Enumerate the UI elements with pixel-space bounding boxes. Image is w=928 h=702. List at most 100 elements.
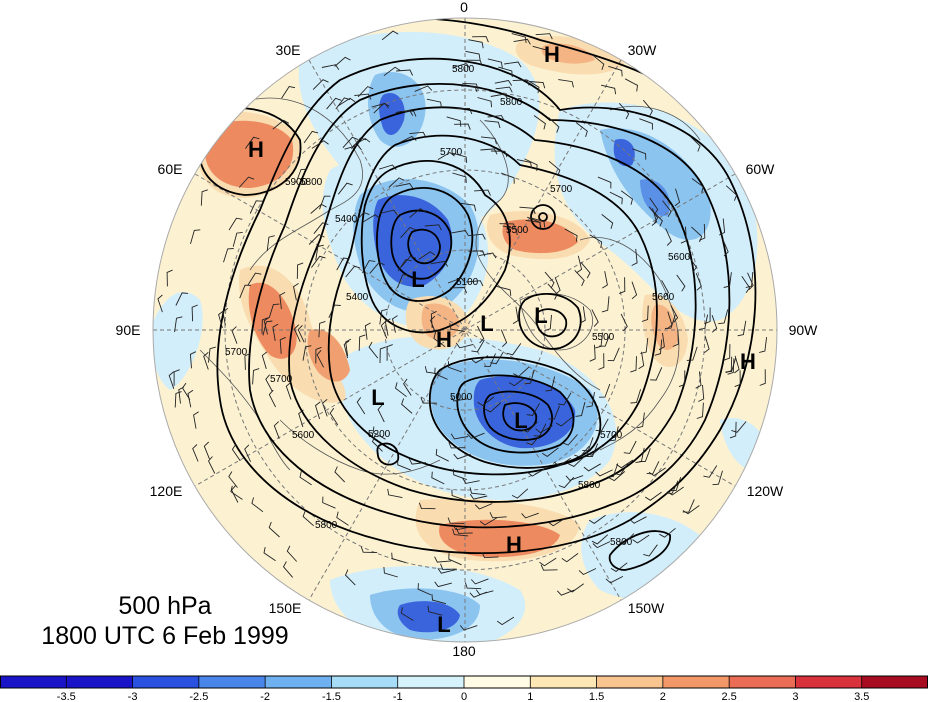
wind-barb <box>380 320 388 339</box>
wind-barb <box>533 115 546 130</box>
wind-barb <box>450 433 469 440</box>
wind-barb <box>173 369 180 386</box>
longitude-labels: 0 30E 30W 60E 60W 90E 90W 120E 120W 150E… <box>116 0 819 659</box>
wind-barb <box>513 38 531 45</box>
wind-barb <box>448 553 462 566</box>
wind-barb <box>665 228 672 246</box>
wind-barb <box>467 432 485 439</box>
wind-barb <box>266 235 275 252</box>
wind-barb <box>635 447 645 464</box>
wind-barb <box>245 136 260 149</box>
wind-barb <box>521 512 539 519</box>
wind-barb <box>446 116 462 127</box>
wind-barb <box>629 516 647 524</box>
wind-barb <box>689 135 701 152</box>
pressure-centers: H H H H H L L L L L L <box>248 42 756 637</box>
wind-barb <box>381 30 399 41</box>
wind-barb <box>533 423 547 437</box>
wind-barb <box>609 191 623 205</box>
wind-barb <box>265 374 273 392</box>
high-center-marker: H <box>506 532 522 557</box>
wind-barb <box>190 229 201 245</box>
wind-barb <box>487 58 503 69</box>
wind-barb <box>758 337 768 353</box>
wind-barb <box>231 326 238 344</box>
wind-barb <box>336 511 349 526</box>
wind-barb <box>489 512 507 519</box>
wind-barb <box>548 517 566 527</box>
high-center-marker: H <box>544 42 560 67</box>
wind-barb <box>468 39 484 49</box>
wind-barb <box>638 351 645 370</box>
wind-barb <box>532 45 548 57</box>
wind-barb <box>712 470 723 486</box>
wind-barb <box>469 493 488 500</box>
wind-barb <box>500 329 508 348</box>
wind-barb <box>314 401 321 420</box>
wind-barb <box>506 343 522 356</box>
wind-barb <box>454 123 471 130</box>
wind-barb <box>448 442 466 449</box>
wind-barb <box>616 459 634 469</box>
wind-barb <box>440 563 457 570</box>
wind-barb <box>203 352 209 370</box>
wind-barb <box>592 541 611 549</box>
wind-barb <box>558 392 572 406</box>
wind-barb <box>650 367 663 381</box>
wind-barb <box>342 136 359 149</box>
colorbar-swatch <box>265 676 332 688</box>
wind-barb <box>207 456 216 474</box>
wind-barb <box>318 320 326 338</box>
contour-label: 5500 <box>592 332 615 343</box>
wind-barb <box>479 517 498 526</box>
wind-barb <box>223 248 234 263</box>
contour-label: 5600 <box>652 292 675 303</box>
wind-barb <box>695 371 702 389</box>
high-center-marker: H <box>436 327 452 352</box>
wind-barb <box>591 309 599 327</box>
wind-barb <box>620 190 634 205</box>
wind-barb <box>682 505 700 515</box>
low-center-marker: L <box>534 303 547 328</box>
wind-barb <box>718 218 726 236</box>
contour-label: 5600 <box>292 430 315 441</box>
wind-barb <box>512 306 519 324</box>
wind-barb <box>658 332 665 351</box>
wind-barb <box>453 468 467 481</box>
wind-barb <box>399 135 417 144</box>
wind-barb <box>263 547 276 562</box>
colorbar-tick-label: -2 <box>260 691 270 702</box>
wind-barb <box>157 294 163 313</box>
wind-barb <box>460 85 478 93</box>
wind-barb <box>397 458 411 471</box>
wind-barb <box>420 397 438 404</box>
wind-barb <box>698 314 709 330</box>
wind-barb <box>558 79 574 88</box>
wind-barb <box>222 308 229 326</box>
colorbar-tick-label: 2 <box>660 691 666 702</box>
wind-barb <box>344 569 356 586</box>
wind-barb <box>527 216 541 229</box>
wind-barb <box>268 303 280 319</box>
wind-barb <box>296 262 304 279</box>
wind-barb <box>734 370 741 388</box>
lon-label-60e: 60E <box>158 161 183 177</box>
low-center-marker: L <box>371 385 384 410</box>
wind-barb <box>548 117 560 133</box>
wind-barb <box>662 200 672 218</box>
wind-barb <box>601 296 610 313</box>
wind-barb <box>299 471 312 486</box>
wind-barb <box>247 272 262 286</box>
wind-barb <box>453 453 471 460</box>
wind-barb <box>427 605 443 616</box>
wind-barb <box>548 405 560 420</box>
wind-barb <box>386 344 393 361</box>
colorbar-swatch <box>66 676 134 688</box>
contour-label: 5800 <box>315 520 338 531</box>
wind-barb <box>192 444 199 462</box>
wind-barb <box>568 456 585 467</box>
wind-barb <box>589 344 596 362</box>
high-center-marker: H <box>740 349 756 374</box>
wind-barb <box>354 93 372 100</box>
colorbar: -3.5 -3 -2.5 -2 -1.5 -1 0 1 1.5 2 2.5 3 3.5 <box>0 675 928 702</box>
